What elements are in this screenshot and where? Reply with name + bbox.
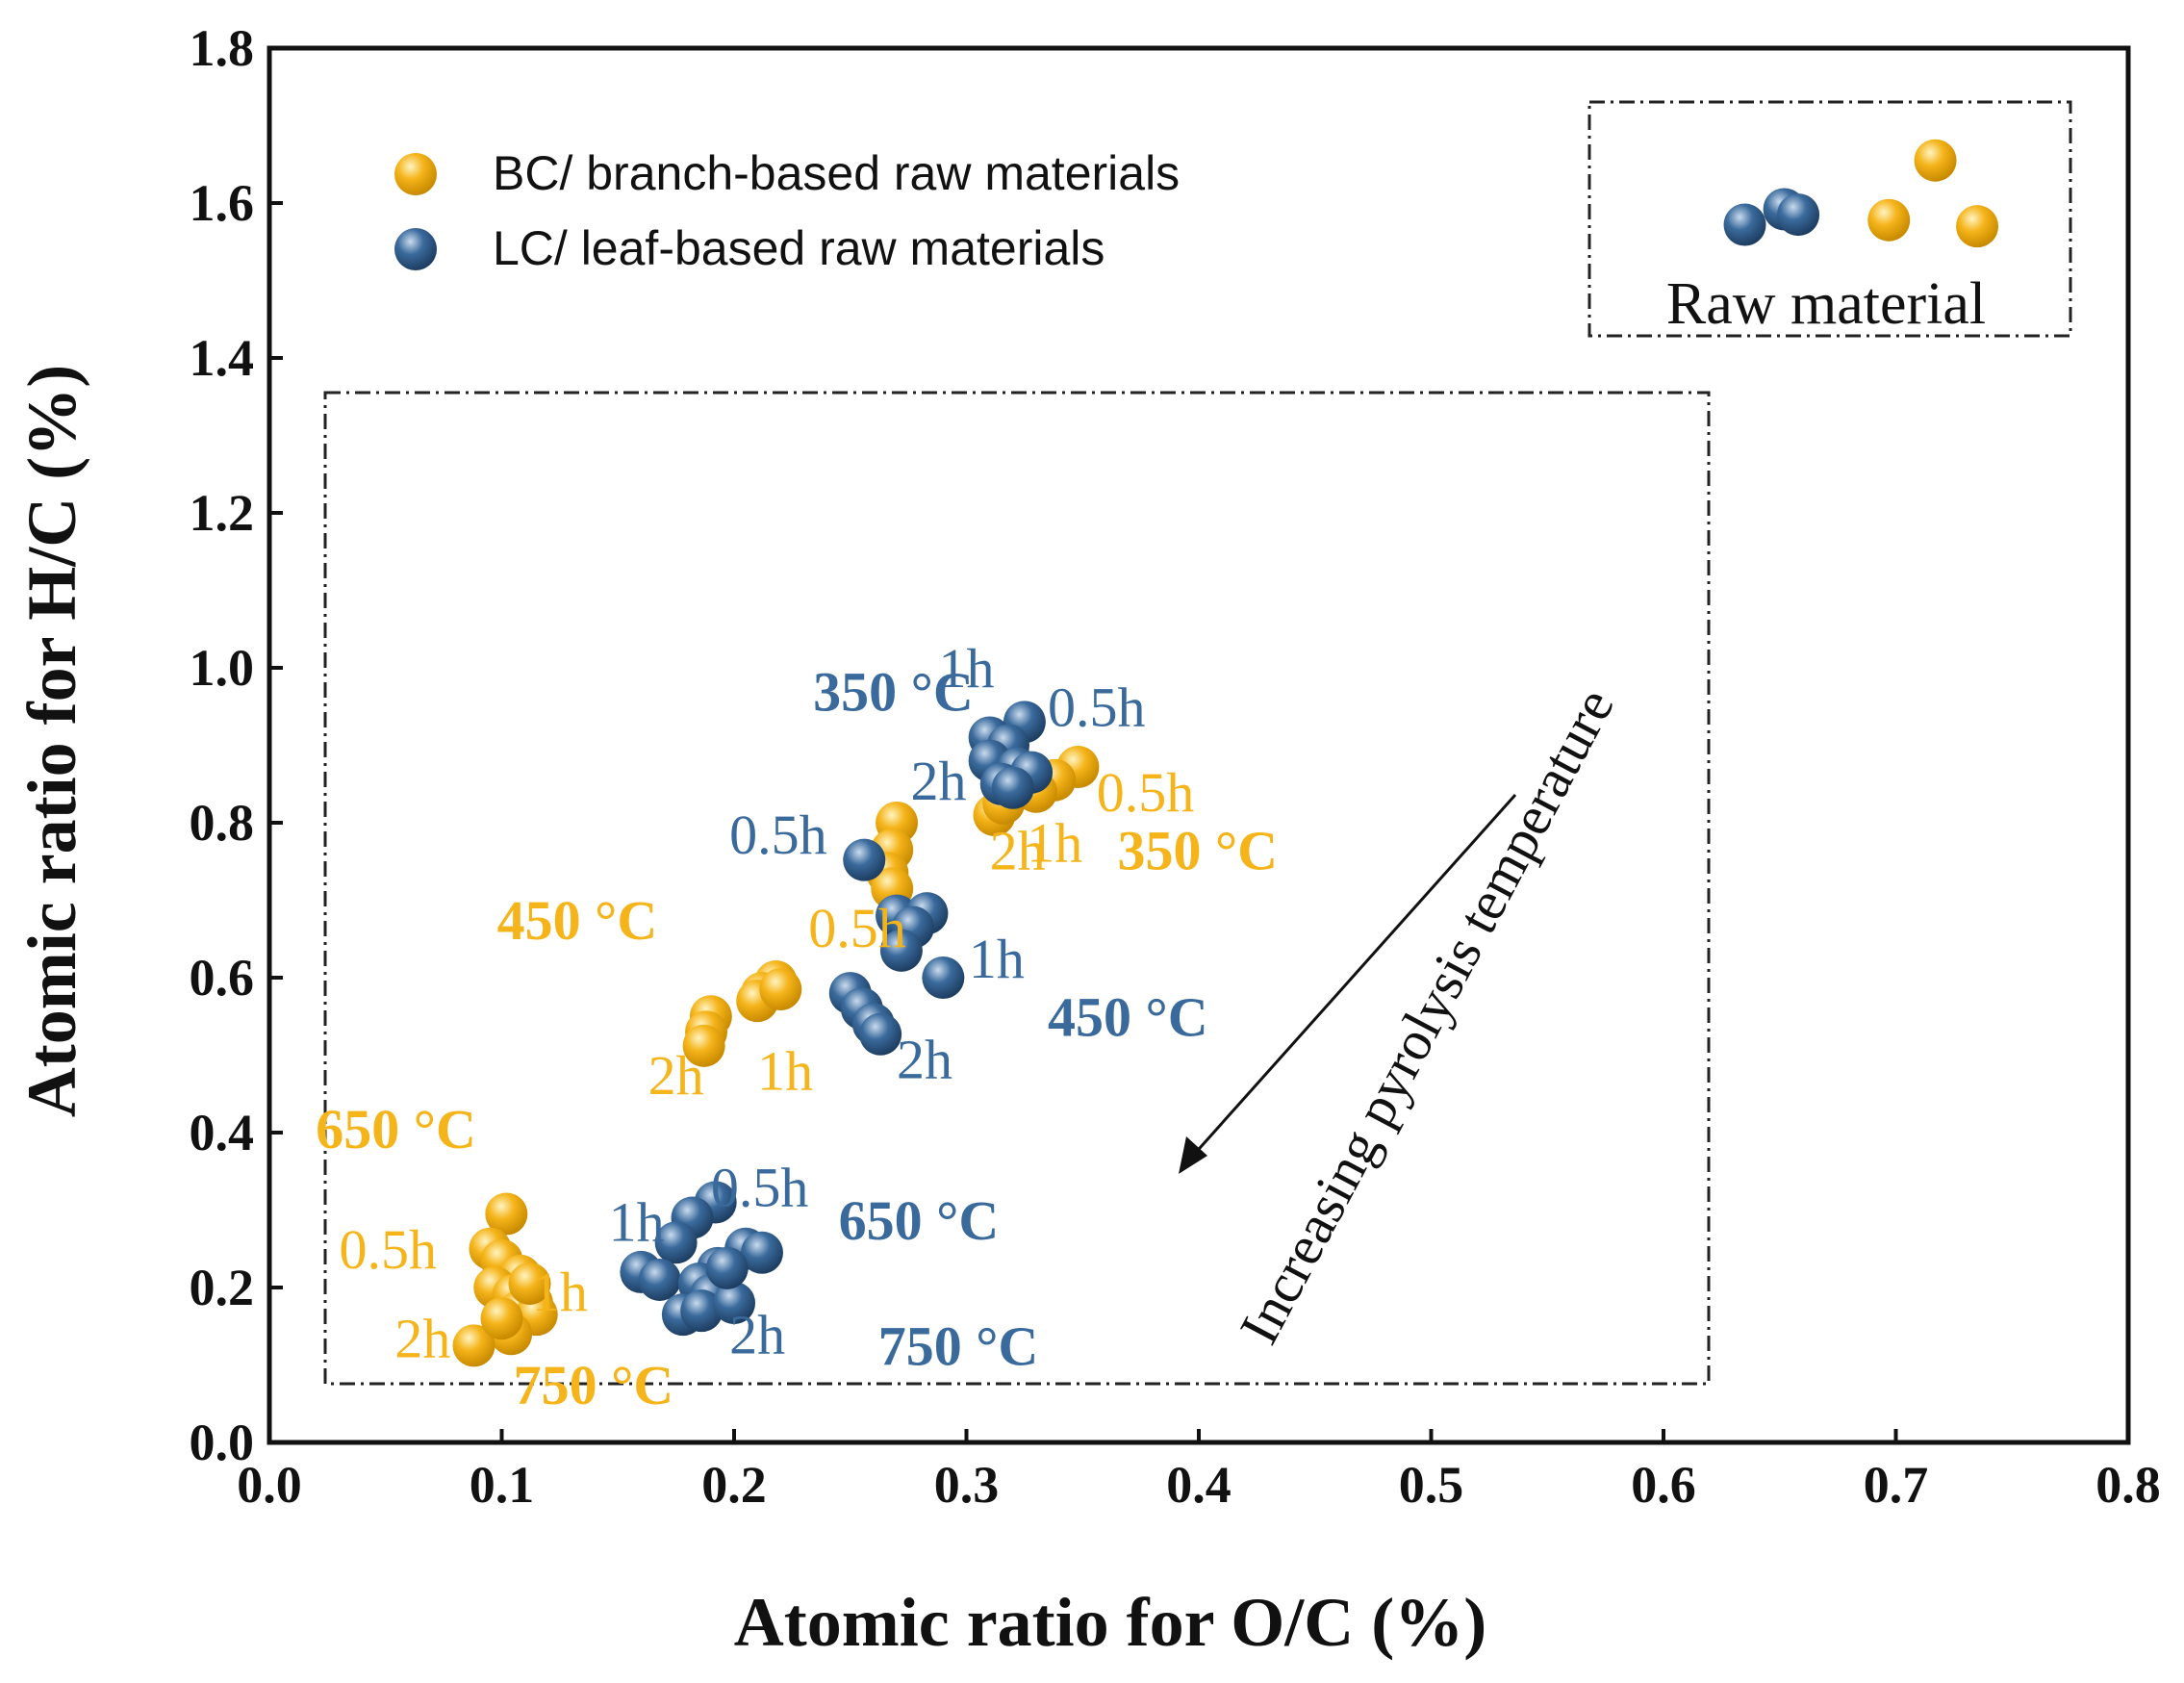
annotation-bc: 2h — [648, 1044, 704, 1107]
y-axis-title: Atomic ratio for H/C (%) — [13, 365, 90, 1117]
annotation-bc: 0.5h — [339, 1218, 437, 1281]
data-point-lc — [713, 1282, 755, 1325]
annotation-bc: 1h — [532, 1261, 588, 1323]
data-point-bc — [759, 968, 802, 1011]
annotation-lc: 350 °C — [813, 660, 974, 723]
data-points — [452, 139, 1999, 1367]
y-tick-label: 1.6 — [190, 174, 255, 232]
annotation-bc: 350 °C — [1117, 819, 1278, 881]
data-point-bc — [452, 1324, 495, 1367]
data-point-lc — [922, 956, 965, 999]
annotation-bc: 1h — [1027, 811, 1082, 874]
annotation-lc: 1h — [969, 928, 1025, 990]
x-tick-label: 0.3 — [934, 1456, 1000, 1514]
x-axis-ticks: 0.0 0.1 0.2 0.3 0.4 0.5 0.6 0.7 0.8 — [237, 1429, 2161, 1514]
y-tick-label: 1.4 — [190, 329, 255, 387]
x-tick-label: 0.8 — [2095, 1456, 2161, 1514]
data-point-lc — [654, 1221, 698, 1264]
annotation-bc: 2h — [394, 1307, 450, 1369]
data-point-lc — [638, 1258, 681, 1301]
annotation-lc: 1h — [609, 1191, 665, 1254]
raw-material-label: Raw material — [1666, 271, 1986, 337]
data-point-lc — [879, 929, 923, 972]
x-tick-label: 0.2 — [701, 1456, 767, 1514]
y-tick-label: 1.0 — [190, 639, 255, 697]
annotation-bc: 0.5h — [808, 897, 906, 959]
legend: BC/ branch-based raw materials LC/ leaf-… — [394, 146, 1180, 275]
data-point-bc — [508, 1262, 551, 1305]
annotation-lc: 650 °C — [839, 1189, 1000, 1252]
x-tick-label: 0.7 — [1864, 1456, 1929, 1514]
x-tick-label: 0.6 — [1631, 1456, 1696, 1514]
annotation-bc: 650 °C — [316, 1098, 476, 1160]
annotation-lc: 2h — [897, 1029, 952, 1091]
x-tick-label: 0.5 — [1399, 1456, 1464, 1514]
y-tick-label: 0.4 — [190, 1104, 255, 1161]
data-point-lc — [740, 1231, 783, 1274]
data-point-bc — [1914, 139, 1957, 182]
data-point-lc — [1723, 203, 1766, 246]
trend-arrow-line — [1190, 794, 1517, 1158]
y-tick-label: 1.2 — [190, 484, 255, 542]
y-tick-label: 0.6 — [190, 949, 255, 1007]
annotation-bc: 750 °C — [514, 1354, 674, 1416]
annotation-lc: 450 °C — [1048, 985, 1208, 1048]
data-point-bc — [485, 1192, 528, 1236]
data-point-lc — [991, 766, 1034, 809]
legend-label-bc: BC/ branch-based raw materials — [493, 146, 1180, 200]
data-point-lc — [705, 1246, 749, 1289]
annotation-lc: 0.5h — [729, 803, 827, 866]
annotation-bc: 450 °C — [497, 889, 658, 952]
annotation-lc: 2h — [911, 750, 967, 812]
y-tick-label: 0.2 — [190, 1259, 255, 1316]
data-point-bc — [682, 1024, 725, 1067]
data-point-lc — [680, 1289, 724, 1333]
pyrolysis-region-box — [323, 391, 1711, 1386]
annotation-lc: 1h — [939, 637, 995, 700]
data-point-lc — [843, 838, 886, 881]
x-tick-label: 0.0 — [237, 1456, 302, 1514]
data-point-lc — [1777, 193, 1820, 237]
annotation-bc: 1h — [757, 1040, 813, 1103]
legend-label-lc: LC/ leaf-based raw materials — [493, 221, 1105, 275]
x-tick-label: 0.1 — [470, 1456, 535, 1514]
annotation-bc: 2h — [990, 819, 1046, 881]
annotation-lc: 0.5h — [711, 1156, 809, 1218]
data-point-bc — [1867, 198, 1911, 242]
raw-material-box — [1587, 100, 2072, 338]
annotation-lc: 0.5h — [1048, 676, 1146, 738]
legend-marker-lc — [394, 228, 437, 270]
y-tick-label: 0.8 — [190, 794, 255, 852]
y-axis-ticks: 0.0 0.2 0.4 0.6 0.8 1.0 1.2 1.4 1.6 1.8 — [190, 19, 283, 1471]
data-point-lc — [859, 1012, 902, 1056]
x-tick-label: 0.4 — [1166, 1456, 1232, 1514]
annotation-lc: 2h — [729, 1303, 785, 1365]
data-point-bc — [480, 1297, 523, 1340]
annotation-lc: 750 °C — [878, 1315, 1039, 1378]
y-tick-label: 0.0 — [190, 1414, 255, 1471]
data-point-bc — [1956, 205, 1999, 248]
trend-arrow-head — [1179, 1136, 1207, 1174]
annotation-bc: 0.5h — [1097, 761, 1195, 824]
x-axis-title: Atomic ratio for O/C (%) — [734, 1584, 1486, 1661]
legend-marker-bc — [394, 153, 437, 195]
y-tick-label: 1.8 — [190, 19, 255, 77]
